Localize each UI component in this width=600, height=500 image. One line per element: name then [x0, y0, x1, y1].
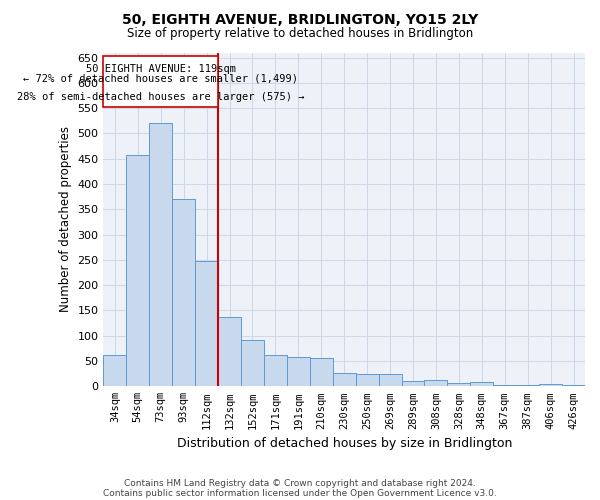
- Y-axis label: Number of detached properties: Number of detached properties: [59, 126, 72, 312]
- Bar: [195, 261, 218, 386]
- Text: ← 72% of detached houses are smaller (1,499): ← 72% of detached houses are smaller (1,…: [23, 74, 298, 84]
- Bar: [103, 355, 127, 386]
- Bar: [448, 384, 470, 386]
- Bar: [172, 199, 195, 386]
- Bar: [470, 382, 493, 386]
- Bar: [333, 372, 356, 386]
- Bar: [241, 340, 264, 386]
- Bar: [287, 357, 310, 386]
- Text: 50 EIGHTH AVENUE: 119sqm: 50 EIGHTH AVENUE: 119sqm: [86, 64, 236, 74]
- Bar: [149, 124, 172, 386]
- Text: Contains HM Land Registry data © Crown copyright and database right 2024.: Contains HM Land Registry data © Crown c…: [124, 478, 476, 488]
- Text: Size of property relative to detached houses in Bridlington: Size of property relative to detached ho…: [127, 28, 473, 40]
- Bar: [103, 56, 218, 106]
- Bar: [127, 154, 149, 386]
- Bar: [401, 380, 424, 386]
- Bar: [539, 384, 562, 386]
- Bar: [424, 380, 448, 386]
- Bar: [218, 316, 241, 386]
- Bar: [562, 385, 585, 386]
- Text: Contains public sector information licensed under the Open Government Licence v3: Contains public sector information licen…: [103, 488, 497, 498]
- Bar: [379, 374, 401, 386]
- Text: 50, EIGHTH AVENUE, BRIDLINGTON, YO15 2LY: 50, EIGHTH AVENUE, BRIDLINGTON, YO15 2LY: [122, 12, 478, 26]
- Bar: [493, 385, 516, 386]
- Bar: [310, 358, 333, 386]
- Bar: [356, 374, 379, 386]
- X-axis label: Distribution of detached houses by size in Bridlington: Distribution of detached houses by size …: [176, 437, 512, 450]
- Bar: [264, 355, 287, 386]
- Text: 28% of semi-detached houses are larger (575) →: 28% of semi-detached houses are larger (…: [17, 92, 304, 102]
